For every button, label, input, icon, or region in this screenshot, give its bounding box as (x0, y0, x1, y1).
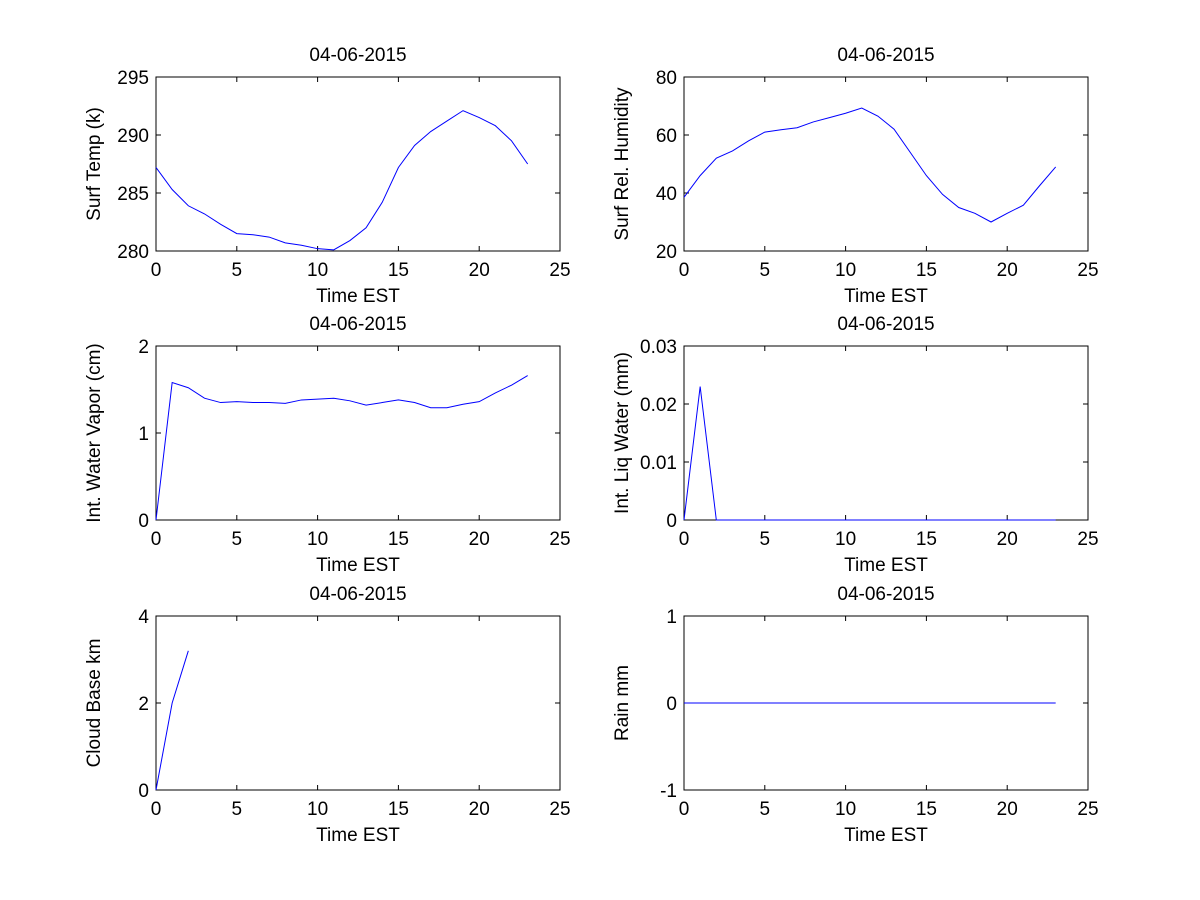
x-tick-label: 10 (307, 799, 328, 820)
x-tick-label: 20 (997, 799, 1018, 820)
y-axis-label: Int. Water Vapor (cm) (84, 343, 105, 522)
y-tick-label: 40 (656, 184, 677, 205)
x-tick-label: 5 (232, 799, 243, 820)
axes-box (155, 76, 561, 252)
y-tick-label: 285 (117, 184, 149, 205)
x-tick-label: 10 (307, 529, 328, 550)
y-tick-label: 4 (138, 607, 149, 628)
y-axis-label: Rain mm (612, 665, 633, 741)
x-tick-label: 10 (835, 799, 856, 820)
x-tick-label: 0 (679, 799, 690, 820)
axes-box (683, 345, 1089, 521)
x-tick-label: 5 (760, 799, 771, 820)
x-tick-label: 5 (232, 529, 243, 550)
y-tick-label: -1 (660, 781, 677, 802)
y-tick-label: 280 (117, 242, 149, 263)
y-tick-label: 0 (138, 781, 149, 802)
y-tick-label: 0 (138, 511, 149, 532)
x-axis-label: Time EST (844, 286, 928, 307)
y-tick-label: 20 (656, 242, 677, 263)
x-tick-label: 15 (388, 799, 409, 820)
chart-title: 04-06-2015 (837, 314, 934, 335)
y-tick-label: 1 (138, 424, 149, 445)
subplot-4: 0 5 10 15 20 25 0 0.01 0.02 0.03 04-06-2015 Time ES… (612, 314, 1099, 576)
y-tick-label: 0 (666, 694, 677, 715)
x-tick-label: 20 (469, 260, 490, 281)
x-axis-label: Time EST (844, 825, 928, 846)
y-tick-label: 1 (666, 607, 677, 628)
x-axis-label: Time EST (316, 286, 400, 307)
axes-box (155, 615, 561, 791)
chart-title: 04-06-2015 (837, 45, 934, 66)
y-tick-label: 290 (117, 126, 149, 147)
chart-title: 04-06-2015 (837, 584, 934, 605)
y-tick-label: 2 (138, 337, 149, 358)
y-tick-label: 295 (117, 68, 149, 89)
chart-title: 04-06-2015 (309, 314, 406, 335)
series-line-1 (155, 650, 189, 791)
y-axis-label: Surf Temp (k) (84, 107, 105, 221)
x-tick-label: 0 (679, 529, 690, 550)
subplot-1: 0 5 10 15 20 25 280 285 290 295 04-06-2015 Time EST… (84, 45, 571, 307)
x-axis-label: Time EST (316, 825, 400, 846)
subplot-5: 0 5 10 15 20 25 0 2 4 04-06-2015 Time EST Cloud Bas… (84, 584, 571, 846)
y-axis-label: Surf Rel. Humidity (612, 87, 633, 241)
y-tick-label: 0.03 (640, 337, 677, 358)
x-tick-label: 15 (916, 799, 937, 820)
x-tick-label: 0 (151, 799, 162, 820)
subplot-3: 0 5 10 15 20 25 0 1 2 04-06-2015 Time EST Int. Wate… (84, 314, 571, 576)
x-tick-label: 25 (1077, 799, 1098, 820)
series-line-1 (155, 110, 529, 251)
y-tick-label: 0 (666, 511, 677, 532)
x-tick-label: 5 (760, 260, 771, 281)
x-tick-label: 5 (232, 260, 243, 281)
y-axis-label: Int. Liq Water (mm) (612, 352, 633, 514)
x-tick-label: 0 (151, 260, 162, 281)
axes-box (155, 345, 561, 521)
series-line-1 (155, 375, 528, 521)
x-tick-label: 20 (469, 529, 490, 550)
series-line-1 (683, 107, 1057, 223)
x-tick-label: 25 (549, 529, 570, 550)
chart-title: 04-06-2015 (309, 45, 406, 66)
x-axis-label: Time EST (844, 555, 928, 576)
x-tick-label: 25 (1077, 529, 1098, 550)
chart-title: 04-06-2015 (309, 584, 406, 605)
x-tick-label: 15 (388, 260, 409, 281)
x-tick-label: 25 (549, 799, 570, 820)
x-tick-label: 15 (388, 529, 409, 550)
y-tick-label: 0.01 (640, 453, 677, 474)
x-tick-label: 10 (835, 529, 856, 550)
x-tick-label: 15 (916, 529, 937, 550)
y-tick-label: 60 (656, 126, 677, 147)
series-line-1 (683, 386, 1056, 521)
x-tick-label: 20 (997, 260, 1018, 281)
x-tick-label: 25 (549, 260, 570, 281)
y-axis-label: Cloud Base km (84, 639, 105, 768)
y-tick-label: 80 (656, 68, 677, 89)
x-tick-label: 10 (835, 260, 856, 281)
x-tick-label: 20 (997, 529, 1018, 550)
x-tick-label: 15 (916, 260, 937, 281)
x-tick-label: 20 (469, 799, 490, 820)
x-tick-label: 10 (307, 260, 328, 281)
x-axis-label: Time EST (316, 555, 400, 576)
y-tick-label: 2 (138, 694, 149, 715)
axes-box (683, 76, 1089, 252)
x-tick-label: 0 (151, 529, 162, 550)
y-tick-label: 0.02 (640, 395, 677, 416)
x-tick-label: 25 (1077, 260, 1098, 281)
x-tick-label: 5 (760, 529, 771, 550)
subplot-2: 0 5 10 15 20 25 20 40 60 80 04-06-2015 Time EST Surf… (612, 45, 1099, 307)
x-tick-label: 0 (679, 260, 690, 281)
